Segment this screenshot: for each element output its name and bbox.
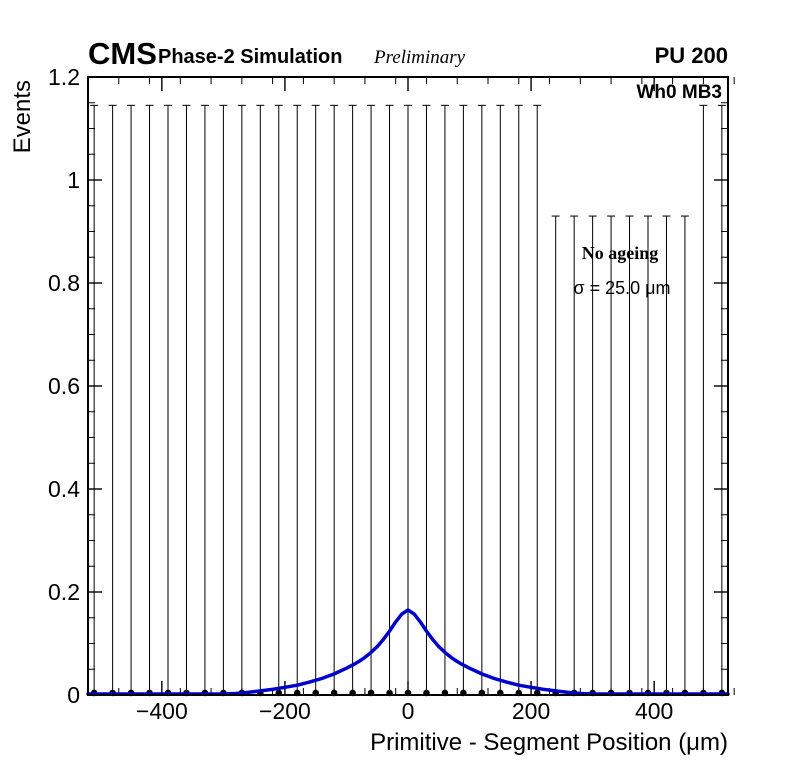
y-tick-label: 0.6 bbox=[48, 373, 80, 399]
experiment-label: CMS bbox=[88, 36, 157, 71]
chamber-label: Wh0 MB3 bbox=[637, 82, 723, 103]
y-tick-label: 1 bbox=[67, 167, 80, 193]
x-tick-label: −400 bbox=[136, 698, 188, 724]
x-tick-label: 400 bbox=[635, 698, 673, 724]
y-tick-label: 1.2 bbox=[48, 64, 80, 90]
y-tick-label: 0.4 bbox=[48, 476, 80, 502]
x-tick-label: 0 bbox=[402, 698, 415, 724]
y-tick-label: 0.2 bbox=[48, 579, 80, 605]
legend-ageing-label: No ageing bbox=[582, 243, 659, 263]
simulation-label: Phase-2 Simulation bbox=[158, 46, 343, 68]
preliminary-label: Preliminary bbox=[373, 47, 466, 68]
plot-frame bbox=[87, 76, 729, 696]
fit-curve bbox=[86, 608, 730, 696]
x-tick-label: −200 bbox=[259, 698, 311, 724]
fit-curve-layer bbox=[86, 608, 730, 696]
axis-ticks bbox=[87, 76, 735, 696]
x-axis-title: Primitive - Segment Position (μm) bbox=[370, 729, 728, 756]
tick-labels: −400 −200 0 200 400 0 0.2 0.4 0.6 0.8 1 1.2 bbox=[48, 64, 673, 724]
pileup-label: PU 200 bbox=[655, 43, 728, 68]
x-tick-label: 200 bbox=[512, 698, 550, 724]
legend-sigma-label: σ = 25.0 μm bbox=[573, 278, 670, 298]
y-tick-label: 0.8 bbox=[48, 270, 80, 296]
frame-rect bbox=[87, 76, 729, 696]
y-tick-label: 0 bbox=[67, 682, 80, 708]
y-axis-title: Events bbox=[9, 80, 36, 153]
error-bars bbox=[90, 104, 726, 697]
